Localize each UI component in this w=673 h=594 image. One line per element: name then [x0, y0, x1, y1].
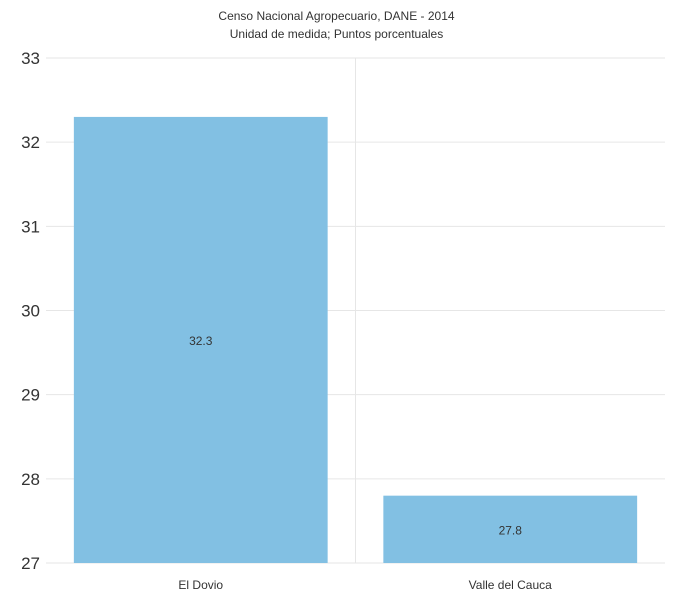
y-tick-label: 33: [21, 49, 40, 68]
y-tick-label: 30: [21, 302, 40, 321]
y-tick-label: 29: [21, 386, 40, 405]
x-axis-ticks: El Dovio Valle del Cauca: [178, 578, 552, 592]
chart-subtitle-2: Unidad de medida; Puntos porcentuales: [229, 27, 444, 41]
y-axis-ticks: 27 28 29 30 31 32 33: [21, 49, 40, 573]
bar: [73, 116, 328, 564]
bar: [383, 495, 638, 563]
y-tick-label: 31: [21, 217, 40, 236]
data-labels: 32.3 27.8: [189, 334, 522, 537]
y-tick-label: 27: [21, 554, 40, 573]
bars: [73, 116, 638, 564]
chart-subtitle-1: Censo Nacional Agropecuario, DANE - 2014: [218, 9, 455, 23]
x-tick-label: Valle del Cauca: [469, 578, 552, 592]
y-tick-label: 28: [21, 470, 40, 489]
x-tick-label: El Dovio: [178, 578, 223, 592]
y-tick-label: 32: [21, 133, 40, 152]
data-label: 32.3: [189, 334, 213, 348]
data-label: 27.8: [499, 523, 523, 537]
